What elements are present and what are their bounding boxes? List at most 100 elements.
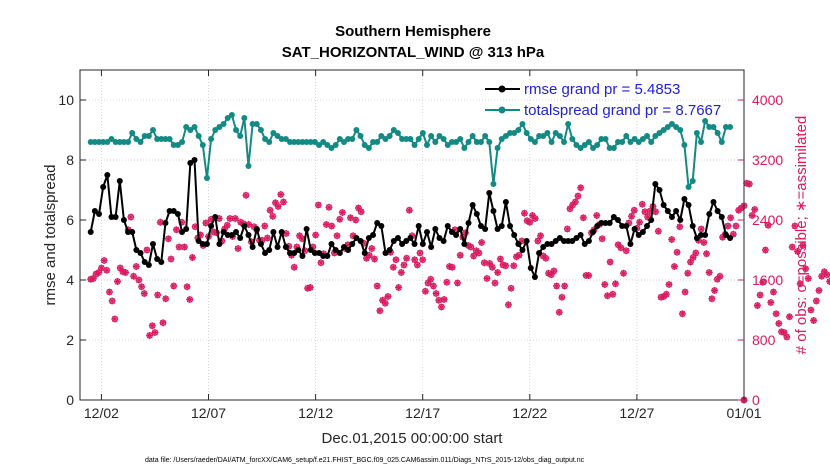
obs-assimilated-stroke: [781, 329, 788, 336]
obs-marker: [711, 287, 719, 294]
obs-assimilated-stroke: [296, 232, 303, 239]
totalspread-point: [428, 133, 435, 139]
obs-assimilated-stroke: [575, 193, 581, 199]
totalspread-point: [307, 139, 314, 145]
obs-assimilated-stroke: [652, 208, 659, 215]
obs-marker: [405, 206, 413, 214]
obs-marker: [745, 180, 753, 188]
totalspread-point: [262, 136, 269, 142]
rmse-point: [718, 214, 725, 220]
obs-marker: [143, 246, 151, 254]
obs-assimilated-stroke: [532, 215, 539, 222]
x-axis-ticks: 12/02 12/07 12/12 12/17 12/22 12/27 01/01: [84, 70, 762, 421]
rmse-point: [311, 250, 318, 256]
totalspread-point: [536, 133, 543, 139]
obs-marker: [263, 234, 271, 242]
obs-assimilated-stroke: [133, 263, 140, 270]
obs-marker: [802, 265, 810, 273]
obs-marker: [563, 225, 571, 233]
obs-marker: [673, 248, 681, 256]
obs-assimilated-stroke: [609, 291, 616, 298]
obs-marker: [767, 299, 775, 306]
totalspread-point: [345, 136, 352, 142]
obs-assimilated-stroke: [350, 232, 356, 239]
obs-marker: [392, 256, 400, 264]
rmse-point: [378, 223, 385, 229]
obs-assimilated-stroke: [443, 279, 450, 286]
totalspread-point: [444, 142, 451, 148]
totalspread-point: [507, 130, 514, 136]
obs-marker: [384, 293, 392, 300]
totalspread-point: [174, 142, 181, 148]
totalspread-point: [523, 130, 530, 136]
obs-assimilated-stroke: [759, 279, 766, 286]
obs-assimilated-stroke: [663, 291, 670, 298]
totalspread-point: [519, 121, 526, 127]
obs-marker: [668, 236, 676, 243]
obs-marker: [113, 278, 121, 285]
y-tick-label: 4: [66, 272, 74, 288]
obs-marker: [807, 306, 815, 314]
obs-marker: [454, 279, 462, 287]
obs-marker: [662, 290, 670, 298]
rmse-point: [623, 223, 630, 229]
obs-assimilated-stroke: [478, 239, 485, 246]
obs-marker: [381, 299, 389, 307]
totalspread-point: [639, 136, 646, 142]
totalspread-point: [162, 136, 169, 142]
rmse-point: [116, 178, 123, 184]
obs-marker: [794, 248, 802, 255]
obs-marker: [269, 212, 277, 220]
obs-marker: [555, 308, 563, 316]
obs-assimilated-stroke: [617, 244, 624, 251]
rmse-point: [262, 250, 269, 256]
obs-assimilated-stroke: [802, 265, 809, 272]
obs-marker: [708, 295, 716, 303]
obs-marker: [724, 222, 732, 230]
totalspread-point: [573, 142, 580, 148]
obs-assimilated-stroke: [749, 212, 755, 219]
obs-assimilated-stroke: [816, 287, 822, 294]
rmse-point: [336, 250, 343, 256]
obs-assimilated-stroke: [623, 247, 630, 254]
obs-marker: [534, 237, 542, 245]
totalspread-point: [349, 136, 356, 142]
totalspread-point: [295, 139, 302, 145]
totalspread-point: [465, 139, 472, 145]
rmse-point: [702, 232, 709, 238]
plot-frame: [79, 69, 745, 401]
rmse-point: [278, 229, 285, 235]
totalspread-point: [594, 142, 601, 148]
obs-assimilated-stroke: [427, 276, 434, 283]
totalspread-point: [316, 142, 323, 148]
obs-assimilated-stroke: [192, 223, 199, 230]
rmse-point: [249, 244, 256, 250]
obs-assimilated-stroke: [642, 208, 648, 215]
totalspread-point: [718, 139, 725, 145]
totalspread-point: [208, 136, 215, 142]
rmse-point: [390, 238, 397, 244]
totalspread-point: [432, 139, 439, 145]
rmse-point: [353, 235, 360, 241]
rmse-point: [100, 184, 107, 190]
rmse-point: [710, 199, 717, 205]
obs-marker: [140, 290, 148, 297]
obs-marker: [266, 206, 274, 214]
rmse-point: [610, 214, 617, 220]
obs-assimilated-stroke: [347, 214, 354, 221]
rmse-point: [149, 241, 156, 247]
obs-assimilated-stroke: [293, 244, 300, 250]
obs-assimilated-stroke: [810, 317, 817, 324]
rmse-point: [581, 241, 588, 247]
obs-assimilated-stroke: [746, 181, 753, 187]
obs-assimilated-stroke: [674, 249, 680, 256]
obs-assimilated-stroke: [438, 304, 445, 310]
rmse-point: [573, 235, 580, 241]
obs-assimilated-stroke: [267, 207, 273, 214]
obs-assimilated-stroke: [655, 228, 662, 235]
obs-assimilated-stroke: [508, 285, 514, 292]
rmse-point: [274, 244, 281, 250]
obs-marker: [376, 307, 384, 315]
y-tick-label: 10: [58, 92, 74, 108]
